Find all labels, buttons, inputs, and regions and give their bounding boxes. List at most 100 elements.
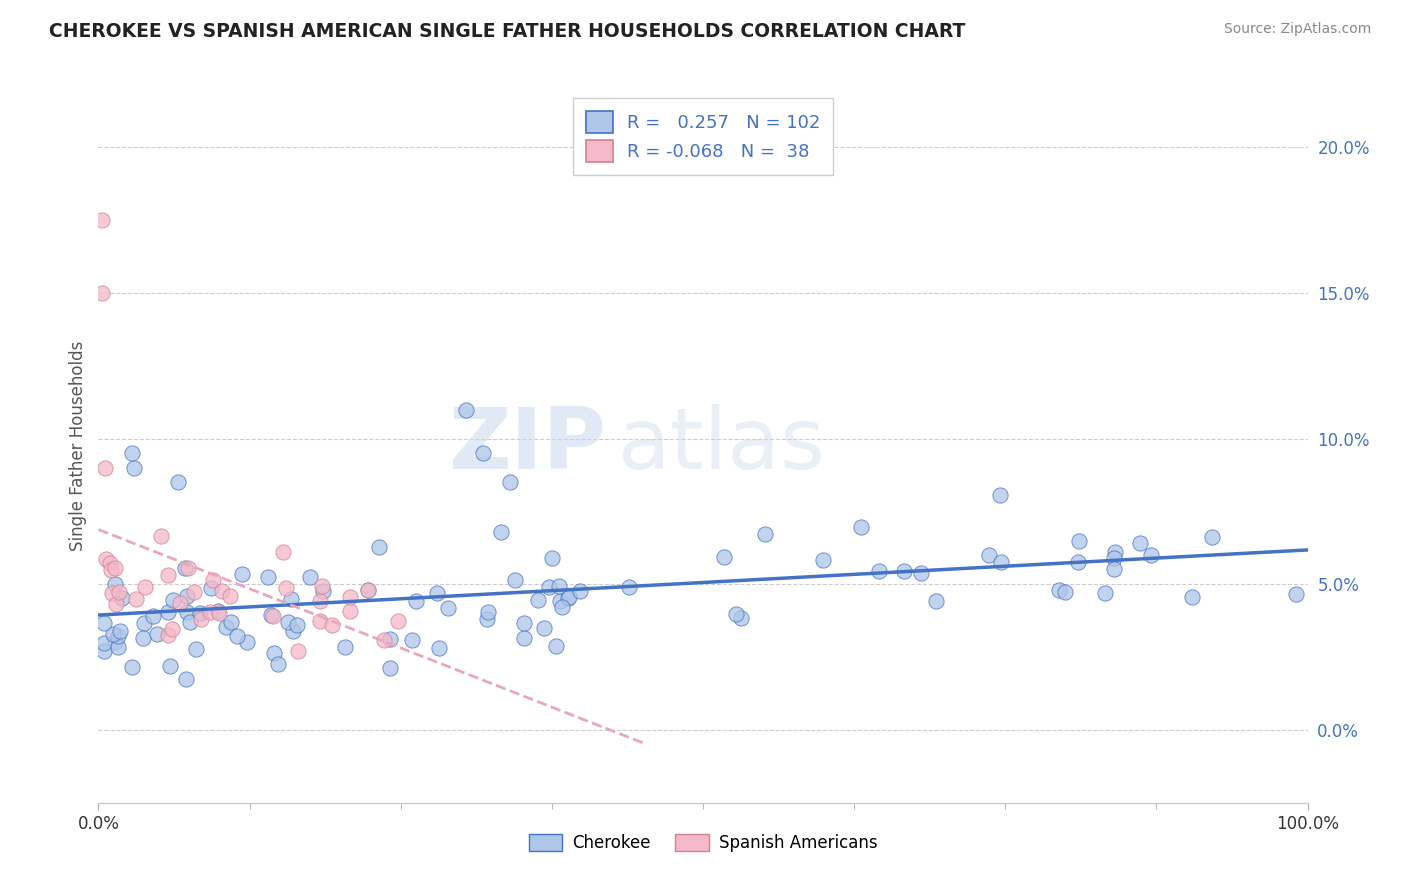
Point <box>162 593 184 607</box>
Point <box>169 596 191 610</box>
Point <box>134 580 156 594</box>
Point <box>167 475 190 490</box>
Point <box>276 581 298 595</box>
Point <box>513 632 536 646</box>
Point <box>121 660 143 674</box>
Point <box>754 526 776 541</box>
Point <box>121 446 143 460</box>
Point <box>309 614 332 628</box>
Point <box>1285 587 1308 601</box>
Point <box>236 635 259 649</box>
Point <box>988 487 1011 501</box>
Point <box>287 644 309 658</box>
Point <box>107 629 129 643</box>
Point <box>308 594 330 608</box>
Point <box>149 529 172 543</box>
Point <box>201 573 224 587</box>
Point <box>277 615 299 630</box>
Point <box>179 615 201 630</box>
Point <box>489 524 512 539</box>
Point <box>1129 535 1152 549</box>
Point <box>231 567 253 582</box>
Point <box>262 609 284 624</box>
Point <box>475 612 498 626</box>
Point <box>132 615 155 630</box>
Point <box>558 590 581 604</box>
Point <box>1104 544 1126 558</box>
Text: atlas: atlas <box>619 404 827 488</box>
Point <box>93 644 115 658</box>
Text: ZIP: ZIP <box>449 404 606 488</box>
Point <box>157 605 180 619</box>
Point <box>893 565 915 579</box>
Point <box>156 627 179 641</box>
Point <box>312 583 335 598</box>
Point <box>569 584 592 599</box>
Point <box>990 555 1012 569</box>
Point <box>131 631 153 645</box>
Point <box>477 605 499 619</box>
Point <box>1201 530 1223 544</box>
Point <box>176 589 198 603</box>
Point <box>868 564 890 578</box>
Point <box>122 460 145 475</box>
Point <box>215 620 238 634</box>
Point <box>619 581 641 595</box>
Point <box>541 551 564 566</box>
Point <box>357 582 380 597</box>
Point <box>551 600 574 615</box>
Point <box>437 601 460 615</box>
Point <box>104 577 127 591</box>
Text: Source: ZipAtlas.com: Source: ZipAtlas.com <box>1223 22 1371 37</box>
Point <box>285 618 308 632</box>
Legend: Cherokee, Spanish Americans: Cherokee, Spanish Americans <box>522 827 884 859</box>
Point <box>1181 590 1204 604</box>
Point <box>176 672 198 686</box>
Point <box>503 573 526 587</box>
Point <box>267 657 290 671</box>
Point <box>211 584 233 599</box>
Point <box>427 641 450 656</box>
Point <box>357 583 380 598</box>
Point <box>977 549 1000 563</box>
Point <box>526 592 548 607</box>
Point <box>183 585 205 599</box>
Point <box>548 579 571 593</box>
Point <box>190 612 212 626</box>
Point <box>426 585 449 599</box>
Point <box>156 568 179 582</box>
Point <box>260 607 283 622</box>
Point <box>174 561 197 575</box>
Point <box>1102 562 1125 576</box>
Point <box>226 629 249 643</box>
Point <box>811 553 834 567</box>
Point <box>339 590 361 604</box>
Point <box>108 624 131 639</box>
Point <box>207 606 229 620</box>
Point <box>471 446 494 460</box>
Y-axis label: Single Father Households: Single Father Households <box>69 341 87 551</box>
Point <box>281 624 304 638</box>
Point <box>280 592 302 607</box>
Point <box>373 632 395 647</box>
Point <box>311 579 333 593</box>
Point <box>910 566 932 581</box>
Point <box>730 611 752 625</box>
Point <box>454 402 477 417</box>
Point <box>378 661 401 675</box>
Point <box>159 659 181 673</box>
Point <box>380 632 402 647</box>
Point <box>1049 582 1071 597</box>
Point <box>125 592 148 607</box>
Point <box>533 621 555 635</box>
Point <box>142 609 165 624</box>
Point <box>104 635 127 649</box>
Point <box>107 640 129 655</box>
Point <box>94 460 117 475</box>
Point <box>849 520 872 534</box>
Point <box>321 618 343 632</box>
Point <box>368 541 391 555</box>
Point <box>1053 584 1076 599</box>
Point <box>186 641 208 656</box>
Point <box>557 591 579 605</box>
